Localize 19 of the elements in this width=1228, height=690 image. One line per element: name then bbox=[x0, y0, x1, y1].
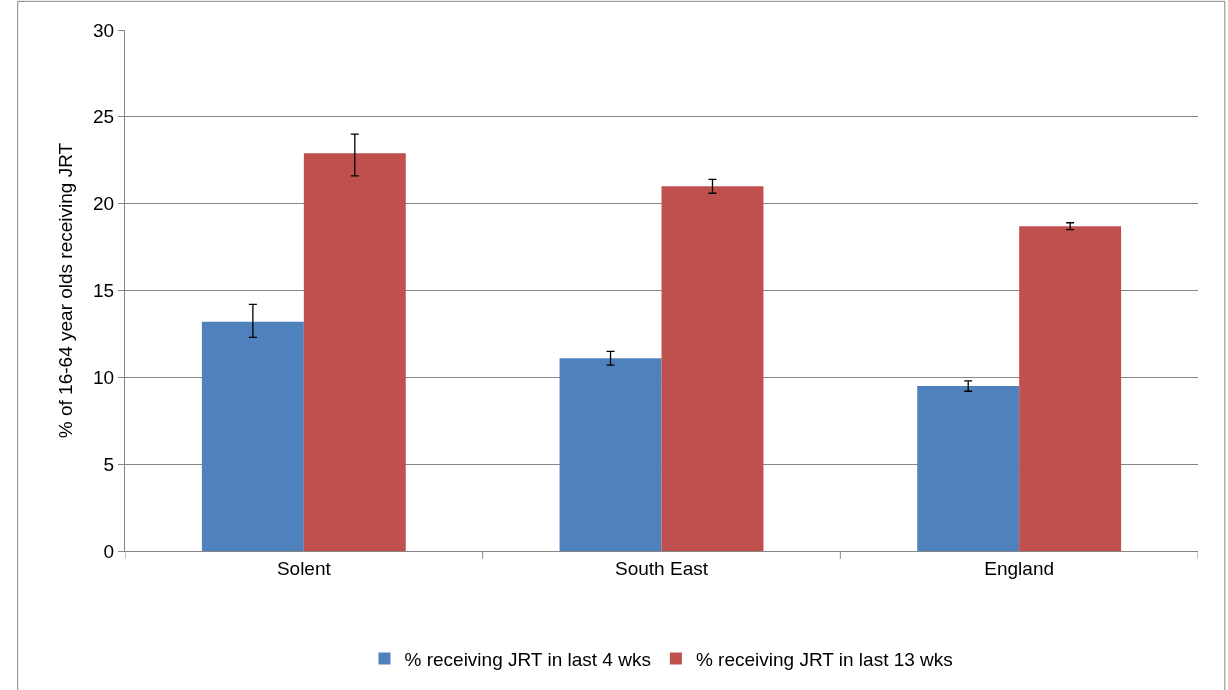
legend-label: % receiving JRT in last 4 wks bbox=[404, 648, 651, 670]
bar bbox=[917, 386, 1020, 551]
x-tick-label: Solent bbox=[276, 557, 332, 579]
bar bbox=[661, 186, 764, 551]
y-tick-label: 20 bbox=[93, 193, 115, 215]
y-tick-label: 10 bbox=[93, 366, 115, 388]
y-tick-label: 0 bbox=[103, 540, 115, 562]
y-tick-label: 5 bbox=[103, 453, 115, 475]
bar bbox=[1019, 226, 1122, 551]
y-tick-label: 25 bbox=[93, 106, 115, 128]
y-tick-label: 15 bbox=[93, 280, 115, 302]
bar bbox=[303, 153, 406, 551]
bar bbox=[559, 358, 662, 551]
x-tick-label: England bbox=[984, 557, 1055, 579]
legend-label: % receiving JRT in last 13 wks bbox=[695, 648, 953, 670]
y-tick-label: 30 bbox=[93, 19, 115, 41]
y-axis-title: % of 16-64 year olds receiving JRT bbox=[54, 142, 76, 439]
x-tick-label: South East bbox=[615, 557, 709, 579]
bar bbox=[201, 321, 304, 551]
